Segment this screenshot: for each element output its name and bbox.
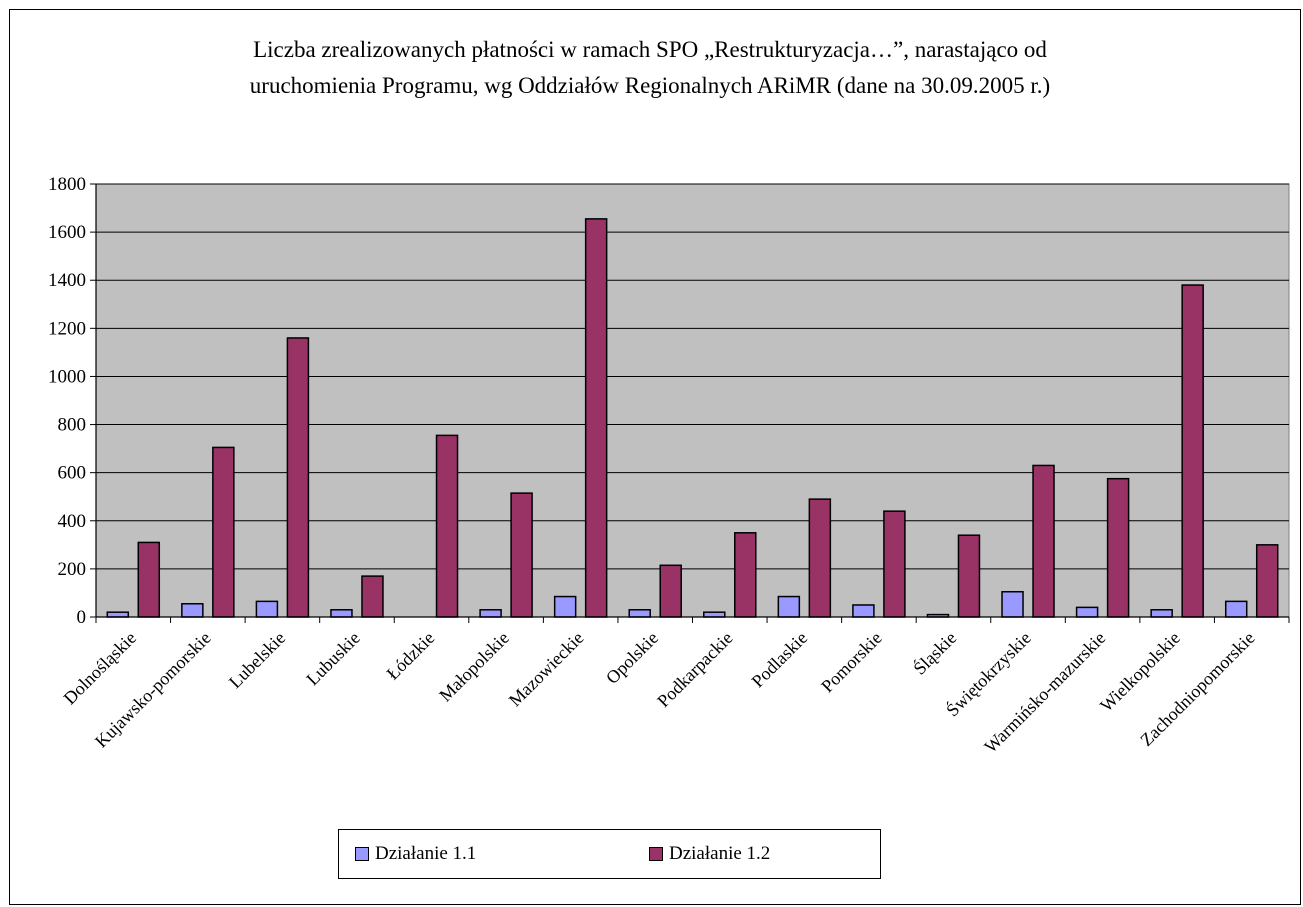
category-label-9: Podlaskie <box>748 628 812 692</box>
bar-series-1-12 <box>1001 590 1024 618</box>
bar-series-2-2 <box>286 337 310 618</box>
y-tick-label-1400: 1400 <box>48 270 86 291</box>
legend-label-series-1: Działanie 1.1 <box>375 843 477 864</box>
bar-series-2-3 <box>361 575 384 618</box>
legend-swatch-series-2 <box>649 847 663 861</box>
bar-series-1-8 <box>703 611 726 618</box>
bar-series-2-11 <box>957 534 981 618</box>
legend-item-series-2: Działanie 1.2 <box>649 843 770 865</box>
category-label-11: Śląskie <box>909 627 961 679</box>
bar-series-2-13 <box>1106 477 1130 618</box>
y-tick-label-800: 800 <box>58 415 87 436</box>
category-label-7: Opolskie <box>602 628 662 688</box>
chart-title-line-1: Liczba zrealizowanych płatności w ramach… <box>253 37 1047 62</box>
category-label-13: Warmińsko-mazurskie <box>980 628 1109 757</box>
chart-title: Liczba zrealizowanych płatności w ramach… <box>110 32 1190 104</box>
category-label-2: Lubelskie <box>225 628 289 692</box>
legend: Działanie 1.1 Działanie 1.2 <box>338 829 881 879</box>
legend-label-series-2: Działanie 1.2 <box>669 843 771 864</box>
bar-series-2-5 <box>510 492 533 618</box>
legend-swatch-series-1 <box>355 847 369 861</box>
bar-series-1-2 <box>255 600 279 618</box>
category-label-3: Lubuskie <box>302 628 364 690</box>
category-label-6: Mazowieckie <box>505 628 588 711</box>
y-tick-label-0: 0 <box>77 607 87 628</box>
bar-series-1-9 <box>777 595 801 618</box>
y-tick-label-1000: 1000 <box>48 366 86 387</box>
category-label-10: Pomorskie <box>817 628 886 697</box>
bar-series-2-8 <box>734 532 757 618</box>
bar-series-1-14 <box>1150 609 1173 618</box>
y-tick-label-1800: 1800 <box>48 174 86 195</box>
category-label-0: Dolnośląskie <box>59 628 140 709</box>
legend-item-series-1: Działanie 1.1 <box>355 843 476 865</box>
bar-series-2-10 <box>883 510 906 618</box>
bar-series-1-7 <box>628 609 651 618</box>
y-tick-label-600: 600 <box>58 463 87 484</box>
bars <box>106 218 1279 618</box>
bar-series-1-13 <box>1075 606 1099 618</box>
bar-series-2-0 <box>137 541 161 618</box>
category-label-5: Małopolskie <box>435 628 513 706</box>
bar-series-2-1 <box>212 446 235 618</box>
y-tick-label-400: 400 <box>58 511 87 532</box>
y-tick-label-1200: 1200 <box>48 318 86 339</box>
bar-series-2-12 <box>1032 464 1055 618</box>
bar-series-1-0 <box>106 611 130 618</box>
bar-series-1-10 <box>852 604 875 618</box>
bar-series-2-15 <box>1255 544 1279 618</box>
category-label-4: Łódzkie <box>383 628 439 684</box>
bar-series-1-15 <box>1224 600 1248 618</box>
bar-series-2-9 <box>808 498 832 618</box>
bar-series-1-3 <box>330 609 353 618</box>
category-label-8: Podkarpackie <box>653 628 736 711</box>
bar-series-2-7 <box>659 564 682 618</box>
bar-series-1-6 <box>553 595 577 618</box>
chart-title-line-2: uruchomienia Programu, wg Oddziałów Regi… <box>249 73 1051 98</box>
y-tick-label-200: 200 <box>58 559 87 580</box>
y-tick-label-1600: 1600 <box>48 222 86 243</box>
axes: 0 200 400 600 800 1000 1200 1400 1600 1800 <box>48 174 1290 628</box>
bar-series-2-4 <box>435 434 459 618</box>
bar-series-2-6 <box>584 218 608 618</box>
bar-series-1-5 <box>479 609 502 618</box>
bar-series-1-1 <box>181 603 204 618</box>
bar-series-2-14 <box>1181 284 1204 618</box>
